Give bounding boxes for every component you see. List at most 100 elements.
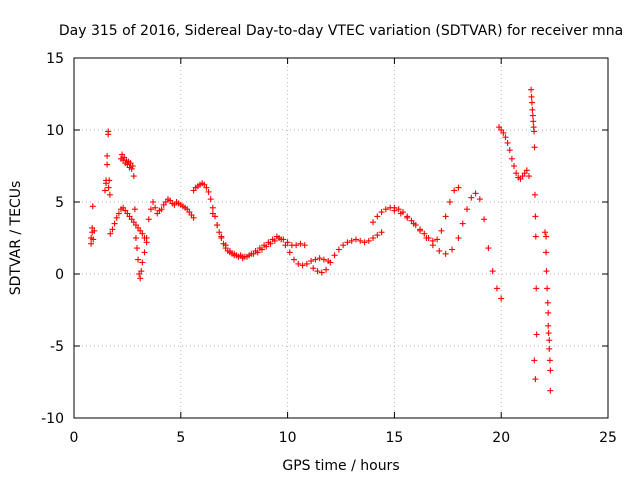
- grid-lines: [74, 58, 608, 418]
- data-point: [352, 236, 359, 243]
- data-point: [459, 220, 466, 227]
- data-point: [104, 152, 111, 159]
- plot-frame: [73, 57, 609, 419]
- data-point: [301, 242, 308, 249]
- data-point: [423, 235, 430, 241]
- data-point: [107, 230, 114, 237]
- data-point: [331, 252, 338, 259]
- y-tick-labels: -10 -5 0 5 10 15: [41, 51, 64, 427]
- data-point: [532, 233, 539, 240]
- data-point: [533, 331, 540, 338]
- series-arc-day-low: [209, 210, 332, 269]
- data-point: [297, 240, 304, 247]
- chart-title: Day 315 of 2016, Sidereal Day-to-day VTE…: [59, 23, 623, 39]
- data-point: [269, 236, 276, 243]
- data-point: [143, 235, 150, 241]
- series-arc-day: [190, 180, 308, 260]
- data-point: [528, 93, 535, 100]
- data-point: [546, 337, 553, 344]
- data-point: [335, 246, 342, 253]
- data-point: [395, 206, 402, 213]
- data-point: [214, 222, 221, 229]
- data-point: [545, 330, 552, 337]
- data-point: [310, 265, 317, 272]
- data-point: [134, 245, 141, 252]
- data-point: [150, 199, 157, 205]
- data-point: [340, 242, 347, 249]
- data-point: [141, 249, 148, 256]
- data-point: [88, 240, 95, 247]
- data-point: [105, 128, 112, 135]
- data-point: [209, 204, 216, 211]
- data-point: [282, 242, 289, 249]
- axis-ticks: [73, 57, 609, 419]
- data-point: [216, 229, 223, 236]
- data-point: [436, 247, 443, 254]
- data-point: [451, 187, 458, 194]
- series-arc-afternoon: [370, 184, 462, 244]
- data-point: [152, 204, 159, 211]
- data-point: [365, 237, 372, 244]
- data-point: [468, 194, 475, 201]
- data-point: [147, 206, 154, 213]
- data-point: [105, 184, 112, 191]
- data-point: [421, 230, 428, 237]
- y-tick-label: 10: [46, 123, 64, 139]
- data-point: [481, 216, 488, 223]
- y-axis-label: SDTVAR / TECUs: [8, 181, 24, 296]
- data-point: [546, 357, 553, 364]
- data-point: [131, 206, 138, 213]
- series-arc-afternoon-b: [391, 190, 505, 302]
- data-point: [109, 226, 116, 233]
- data-point: [500, 129, 507, 136]
- data-point: [547, 367, 554, 374]
- data-point: [137, 275, 144, 282]
- data-point: [397, 210, 404, 217]
- data-point: [476, 196, 483, 203]
- x-tick-label: 15: [385, 430, 403, 446]
- data-point: [90, 236, 97, 243]
- data-point: [504, 139, 511, 146]
- series-arc-2h-b: [117, 151, 197, 282]
- data-point: [533, 285, 540, 292]
- data-point: [222, 242, 229, 249]
- data-point: [541, 229, 548, 236]
- series-arc-tail: [531, 229, 554, 394]
- data-point: [91, 227, 98, 234]
- data-point: [295, 260, 302, 267]
- data-point: [523, 167, 530, 174]
- data-point: [344, 239, 351, 246]
- data-point: [235, 253, 242, 260]
- data-point: [544, 285, 551, 292]
- data-point: [293, 242, 300, 249]
- data-point: [265, 239, 272, 246]
- y-tick-label: 0: [55, 267, 64, 283]
- data-point: [89, 203, 96, 210]
- data-point: [327, 259, 334, 266]
- data-point: [308, 258, 315, 265]
- data-point: [130, 173, 137, 180]
- data-point: [370, 235, 377, 241]
- data-point: [511, 163, 518, 169]
- series-arc-night: [496, 124, 532, 182]
- data-point: [546, 345, 553, 352]
- data-point: [434, 236, 441, 243]
- data-point: [464, 206, 471, 213]
- data-point: [128, 165, 135, 172]
- data-point: [239, 255, 246, 262]
- data-point: [303, 260, 310, 267]
- data-point: [374, 213, 381, 220]
- data-point: [209, 210, 216, 217]
- data-point: [508, 155, 515, 162]
- data-points: [88, 86, 554, 394]
- data-point: [273, 233, 280, 240]
- data-point: [312, 256, 319, 263]
- data-point: [357, 237, 364, 244]
- data-point: [113, 214, 120, 221]
- data-point: [106, 177, 113, 184]
- series-arc-early: [88, 203, 98, 247]
- data-point: [531, 357, 538, 364]
- data-point: [203, 184, 210, 191]
- series-arc-1.6h: [101, 128, 113, 198]
- data-point: [145, 216, 152, 223]
